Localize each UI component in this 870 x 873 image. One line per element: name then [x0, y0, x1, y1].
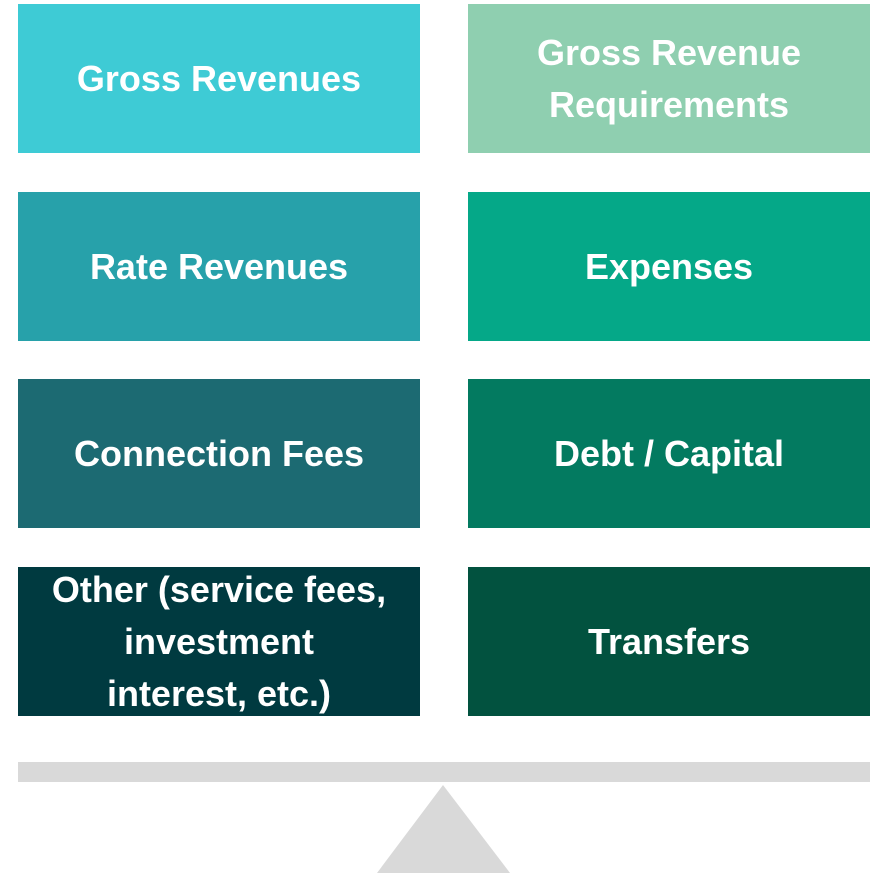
revenue-box: Connection Fees [18, 379, 420, 528]
revenue-box: Other (service fees, investment interest, … [18, 567, 420, 716]
box-label: Other (service fees, [51, 568, 387, 610]
requirement-box: Debt / Capital [468, 379, 870, 528]
revenue-box: Rate Revenues [18, 192, 420, 341]
revenue-box: Gross Revenues [18, 4, 420, 153]
box-label: Debt / Capital [553, 432, 785, 474]
box-label: interest, etc.) [106, 672, 332, 714]
box-label: Gross Revenue [536, 31, 802, 73]
requirement-box: Gross Revenue Requirements [468, 4, 870, 153]
box-label: Rate Revenues [89, 245, 349, 287]
requirement-box: Expenses [468, 192, 870, 341]
box-label: investment [123, 620, 315, 662]
box-label: Expenses [584, 245, 754, 287]
fulcrum-triangle [377, 785, 510, 873]
balance-beam [18, 762, 870, 782]
box-label: Gross Revenues [76, 57, 362, 99]
box-label: Connection Fees [73, 432, 365, 474]
requirement-box: Transfers [468, 567, 870, 716]
box-label: Requirements [548, 83, 790, 125]
box-label: Transfers [587, 620, 751, 662]
